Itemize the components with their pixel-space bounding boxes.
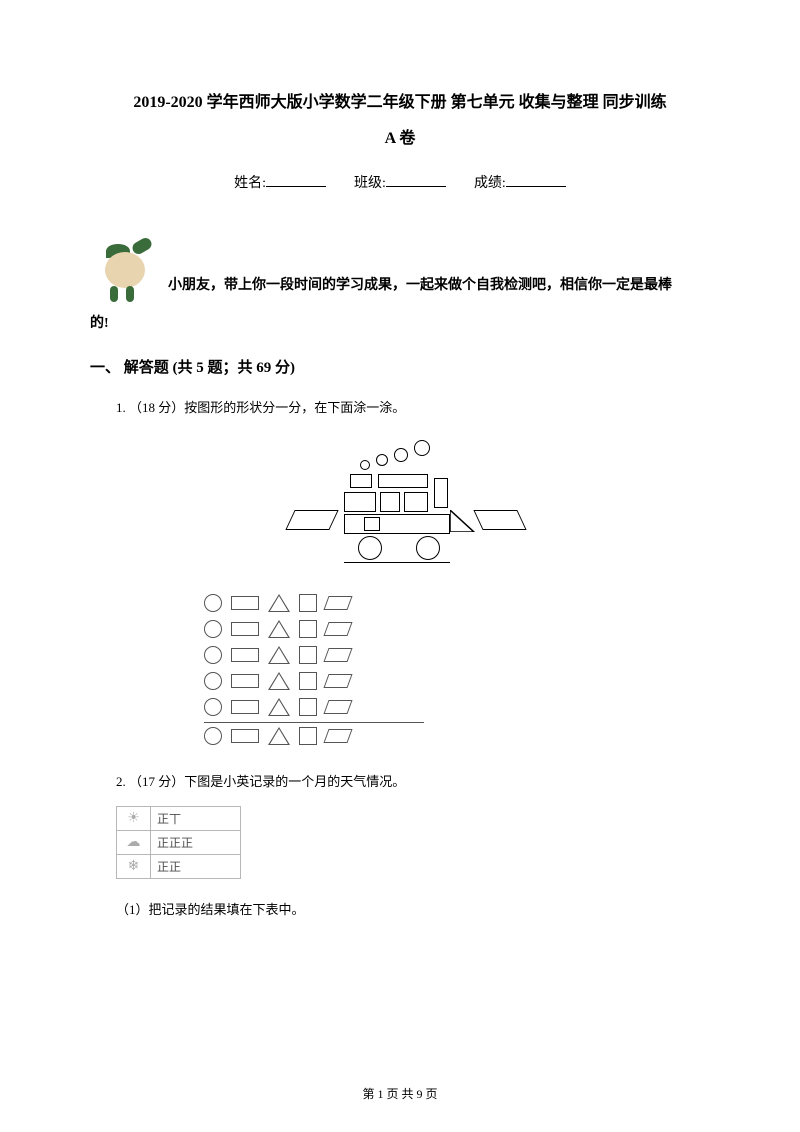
intro-section: 小朋友，带上你一段时间的学习成果，一起来做个自我检测吧，相信你一定是最棒 bbox=[90, 222, 710, 302]
table-row: 正正 bbox=[117, 854, 241, 878]
name-label: 姓名: bbox=[234, 176, 266, 191]
table-row: 正丅 bbox=[117, 806, 241, 830]
tally-cell: 正丅 bbox=[151, 806, 241, 830]
score-blank bbox=[506, 173, 566, 187]
intro-text: 小朋友，带上你一段时间的学习成果，一起来做个自我检测吧，相信你一定是最棒 bbox=[160, 274, 672, 302]
name-blank bbox=[266, 173, 326, 187]
class-label: 班级: bbox=[354, 176, 386, 191]
shapes-tally-grid bbox=[204, 592, 424, 747]
score-label: 成绩: bbox=[474, 176, 506, 191]
sun-icon bbox=[127, 810, 141, 824]
page-footer: 第 1 页 共 9 页 bbox=[0, 1085, 800, 1102]
document-subtitle: A 卷 bbox=[90, 124, 710, 148]
tally-cell: 正正 bbox=[151, 854, 241, 878]
train-diagram bbox=[260, 432, 540, 572]
cloud-icon bbox=[127, 835, 141, 849]
student-info-line: 姓名: 班级: 成绩: bbox=[90, 172, 710, 192]
question-1: 1. （18 分）按图形的形状分一分，在下面涂一涂。 bbox=[90, 397, 710, 416]
snowflake-icon bbox=[128, 859, 140, 873]
table-row: 正正正 bbox=[117, 830, 241, 854]
question-2: 2. （17 分）下图是小英记录的一个月的天气情况。 bbox=[90, 771, 710, 790]
question-2-sub-1: （1）把记录的结果填在下表中。 bbox=[90, 899, 710, 918]
tally-cell: 正正正 bbox=[151, 830, 241, 854]
section-1-title: 一、 解答题 (共 5 题；共 69 分) bbox=[90, 356, 710, 377]
document-title: 2019-2020 学年西师大版小学数学二年级下册 第七单元 收集与整理 同步训… bbox=[90, 90, 710, 116]
class-blank bbox=[386, 173, 446, 187]
cartoon-character-icon bbox=[90, 222, 160, 302]
intro-end: 的! bbox=[90, 312, 710, 332]
weather-tally-table: 正丅 正正正 正正 bbox=[116, 806, 241, 879]
